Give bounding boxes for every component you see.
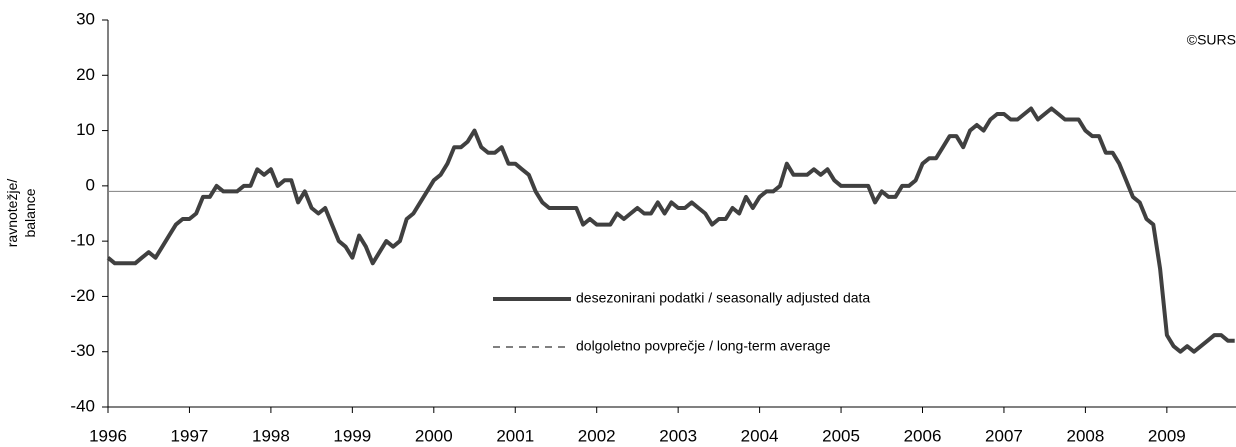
- y-axis-label: ravnotežje/balance: [4, 179, 38, 248]
- x-tick-label: 1999: [333, 426, 371, 445]
- x-tick-label: 2008: [1066, 426, 1104, 445]
- x-tick-label: 1997: [171, 426, 209, 445]
- y-tick-label: -30: [70, 341, 95, 360]
- y-axis-label-line: ravnotežje/: [4, 179, 20, 248]
- y-axis-label-line: balance: [22, 188, 38, 237]
- x-tick-label: 2005: [822, 426, 860, 445]
- data-line: [106, 106, 1235, 354]
- y-tick-label: -20: [70, 286, 95, 305]
- y-tick-label: -40: [70, 396, 95, 415]
- x-tick-label: 1998: [252, 426, 290, 445]
- x-tick-label: 2004: [741, 426, 779, 445]
- legend-label: dolgoletno povprečje / long-term average: [576, 338, 831, 354]
- x-tick-label: 2003: [659, 426, 697, 445]
- y-tick-label: -10: [70, 231, 95, 250]
- y-tick-label: 20: [76, 65, 95, 84]
- x-tick-label: 2001: [496, 426, 534, 445]
- x-tick-label: 2000: [415, 426, 453, 445]
- x-tick-label: 2002: [578, 426, 616, 445]
- y-tick-label: 10: [76, 120, 95, 139]
- y-tick-label: 0: [86, 175, 95, 194]
- y-tick-label: 30: [76, 9, 95, 28]
- x-tick-label: 2009: [1148, 426, 1186, 445]
- copyright: ©SURS: [1187, 32, 1236, 48]
- legend-label: desezonirani podatki / seasonally adjust…: [576, 290, 870, 306]
- x-tick-label: 1996: [89, 426, 127, 445]
- x-tick-label: 2007: [985, 426, 1023, 445]
- x-tick-label: 2006: [904, 426, 942, 445]
